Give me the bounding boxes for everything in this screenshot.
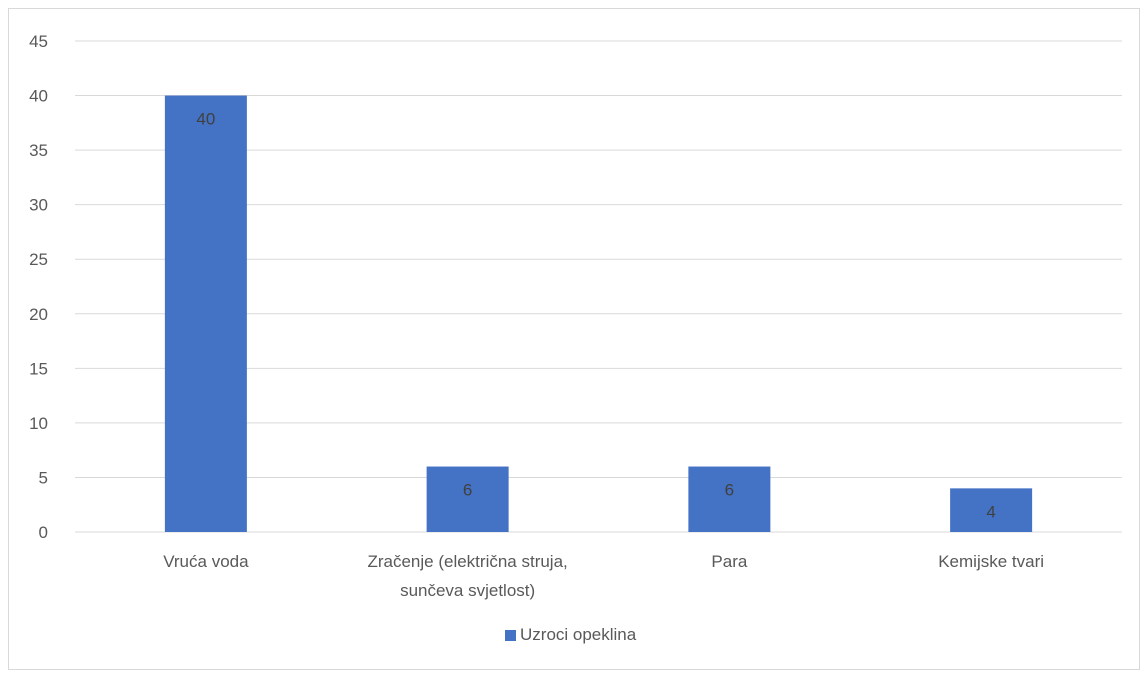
- gridlines: [75, 40, 1122, 533]
- data-label: 40: [196, 110, 215, 129]
- bar: [426, 466, 509, 532]
- bar: [164, 95, 247, 533]
- y-tick-label: 0: [39, 523, 48, 542]
- bar: [950, 488, 1033, 532]
- legend-label: Uzroci opeklina: [520, 625, 637, 644]
- y-tick-label: 45: [29, 32, 48, 51]
- x-category-label: Zračenje (električna struja,: [367, 552, 567, 571]
- y-tick-label: 40: [29, 87, 48, 106]
- y-tick-label: 25: [29, 250, 48, 269]
- data-label: 6: [725, 481, 734, 500]
- x-category-label: Kemijske tvari: [938, 552, 1044, 571]
- legend: Uzroci opeklina: [505, 625, 637, 644]
- y-tick-label: 35: [29, 141, 48, 160]
- y-tick-label: 30: [29, 196, 48, 215]
- bars: [164, 95, 1033, 533]
- y-axis-tick-labels: 0 5 10 15 20 25 30 35 40 45: [29, 32, 48, 542]
- data-label: 4: [986, 502, 995, 521]
- x-category-label: Para: [711, 552, 747, 571]
- y-tick-label: 20: [29, 305, 48, 324]
- y-tick-label: 10: [29, 414, 48, 433]
- legend-swatch: [505, 630, 516, 641]
- y-tick-label: 5: [39, 468, 48, 487]
- x-category-label: sunčeva svjetlost): [400, 581, 535, 600]
- x-category-label: Vruća voda: [163, 552, 249, 571]
- bar: [688, 466, 771, 532]
- data-label: 6: [463, 481, 472, 500]
- y-tick-label: 15: [29, 359, 48, 378]
- x-axis-category-labels: Vruća voda Zračenje (električna struja, su…: [163, 552, 1044, 600]
- data-labels: 40 6 6 4: [196, 110, 995, 522]
